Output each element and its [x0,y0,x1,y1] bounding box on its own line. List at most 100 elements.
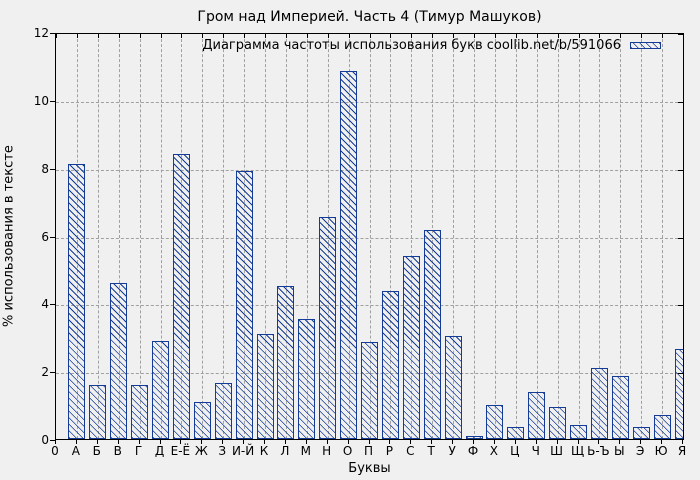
bar-В [110,282,128,439]
x-axis-label: Буквы [348,461,391,476]
x-tick-label: Д [154,444,165,458]
gridline-vertical [160,34,162,439]
x-tick-label: Б [92,444,101,458]
gridline-vertical [557,34,559,439]
x-tick-mark [139,34,141,38]
x-tick-label: 0 [51,444,59,458]
x-tick-label: Я [677,444,687,458]
y-tick-mark [678,169,683,171]
gridline-vertical [474,34,475,439]
y-tick-mark [50,33,55,34]
x-tick-mark [493,440,495,444]
x-tick-mark [202,34,204,38]
x-tick-label: И-Й [231,444,255,458]
bar-Ф [465,435,483,439]
x-tick-label: М [300,444,311,458]
chart-title: Гром над Империей. Часть 4 (Тимур Машуко… [197,9,542,25]
x-tick-label: У [448,444,456,458]
bar-Л [277,286,295,439]
bar-О [340,71,358,439]
bar-Т [423,230,441,439]
bar-Н [319,216,337,439]
legend-label: Диаграмма частоты использования букв coo… [202,37,621,53]
bar-Щ [570,425,587,439]
gridline-vertical [390,34,392,439]
x-tick-mark [159,440,161,444]
y-tick-label: 2 [41,365,49,380]
x-tick-mark [599,34,601,38]
x-tick-mark [76,34,78,38]
x-tick-mark [452,440,454,444]
x-tick-label: В [113,444,122,458]
y-tick-mark [678,373,683,375]
x-tick-mark [641,34,643,38]
bar-Э [632,427,650,439]
x-tick-mark [557,34,559,38]
bar-Ы [611,376,629,439]
bar-Ь-Ъ [590,367,608,439]
bar-К [256,333,274,439]
x-tick-mark [264,440,265,444]
gridline-vertical [265,34,266,439]
y-tick-label: 6 [41,229,49,244]
x-tick-label: Л [280,444,290,458]
x-tick-label: Г [134,444,143,458]
y-tick-mark [50,372,55,374]
x-tick-mark [453,34,455,38]
x-tick-label: Ч [531,444,540,458]
gridline-vertical [118,34,120,439]
x-tick-mark [514,440,516,444]
bar-З [214,383,232,439]
x-tick-mark [619,440,621,444]
x-tick-mark [640,440,642,444]
x-tick-mark [473,440,474,444]
bar-Р [381,291,399,439]
bar-Ю [653,415,671,439]
x-tick-mark [347,440,349,444]
bar-Д [152,340,169,439]
x-tick-mark [390,34,392,38]
x-tick-mark [474,34,475,38]
gridline-vertical [202,34,204,439]
x-tick-label: Ф [467,444,479,458]
x-tick-mark [138,440,140,444]
x-tick-label: Щ [570,444,585,458]
bar-И-Й [235,171,253,439]
x-tick-label: К [259,444,269,458]
y-tick-mark [50,168,55,170]
y-tick-mark [50,100,55,102]
x-tick-mark [389,440,391,444]
x-tick-mark [683,34,684,38]
x-tick-mark [348,34,350,38]
x-tick-label: О [342,444,353,458]
x-tick-mark [326,440,328,444]
gridline-vertical [620,34,622,439]
gridline-vertical [536,34,538,439]
x-tick-mark [222,440,224,444]
x-tick-mark [327,34,329,38]
x-tick-mark [284,440,286,444]
x-tick-mark [494,34,496,38]
x-tick-mark [305,440,307,444]
y-tick-mark [678,101,683,103]
x-tick-mark [96,440,98,444]
gridline-vertical [97,34,99,439]
x-tick-mark [432,34,434,38]
x-tick-mark [181,34,183,38]
y-tick-mark [50,236,55,238]
bar-Б [89,384,107,439]
bar-Ц [507,427,525,439]
x-tick-mark [411,34,413,38]
bar-А [68,164,86,439]
gridline-vertical [306,34,308,439]
x-tick-mark [620,34,622,38]
x-tick-label: Ж [194,444,208,458]
bar-Х [486,405,504,439]
y-tick-mark [50,440,55,441]
y-tick-label: 4 [41,297,49,312]
bar-Г [131,384,149,439]
x-tick-label: С [406,444,415,458]
x-tick-label: Ш [550,444,564,458]
gridline-vertical [599,34,601,439]
x-tick-mark [118,34,120,38]
